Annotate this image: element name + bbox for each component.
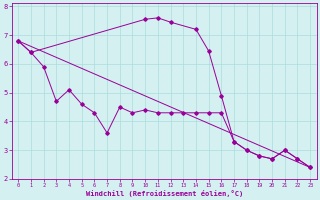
X-axis label: Windchill (Refroidissement éolien,°C): Windchill (Refroidissement éolien,°C) [85, 190, 243, 197]
